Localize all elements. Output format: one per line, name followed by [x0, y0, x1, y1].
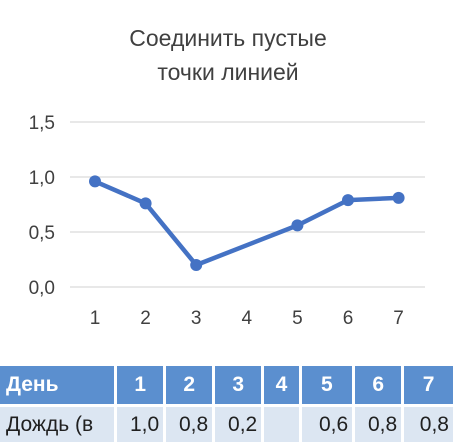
table-value-row: Дождь (в 1,0 0,8 0,2 0,6 0,8 0,8	[0, 404, 453, 442]
y-axis-tick-labels: 0,0 0,5 1,0 1,5	[29, 113, 55, 299]
table-value-cell: 1,0	[117, 404, 164, 442]
table-header-cell: 3	[215, 366, 262, 404]
table-value-cell	[264, 404, 299, 442]
data-table: День 1 2 3 4 5 6 7 Дождь (в 1,0 0,8 0,2 …	[0, 366, 456, 442]
series-line	[92, 179, 401, 268]
table-value-cell: 0,6	[301, 404, 353, 442]
y-tick-label: 1,5	[29, 113, 55, 134]
chart-title-line-2: точки линией	[157, 59, 298, 85]
table-header-cell: 2	[166, 366, 213, 404]
data-point	[139, 197, 152, 210]
table-header-cell: 6	[355, 366, 402, 404]
line-chart: Соединить пустые точки линией 0,0 0,5 1,0 1…	[29, 25, 425, 329]
x-tick-label: 2	[140, 308, 151, 329]
y-tick-label: 0,5	[29, 223, 55, 244]
x-tick-label: 5	[292, 308, 303, 329]
x-tick-label: 3	[191, 308, 202, 329]
table-header-label: День	[0, 366, 115, 404]
chart-title-line-1: Соединить пустые	[129, 25, 326, 51]
data-series	[89, 175, 405, 271]
table-header-cell: 1	[117, 366, 164, 404]
data-point	[291, 219, 304, 232]
table-header-row: День 1 2 3 4 5 6 7	[0, 366, 453, 404]
table-value-cell: 0,8	[404, 404, 453, 442]
x-tick-label: 1	[90, 308, 101, 329]
table-value-cell: 0,2	[215, 404, 262, 442]
gridlines	[70, 121, 425, 288]
x-tick-label: 4	[242, 308, 253, 329]
y-tick-label: 1,0	[29, 168, 55, 189]
table-header-cell: 7	[404, 366, 453, 404]
table-row-label: Дождь (в	[0, 404, 115, 442]
y-tick-label: 0,0	[29, 278, 55, 299]
data-point	[190, 259, 203, 271]
x-tick-label: 6	[343, 308, 354, 329]
data-point	[89, 175, 101, 188]
data-point	[342, 194, 354, 207]
table-header-cell: 4	[264, 366, 299, 404]
x-axis-tick-labels: 1 2 3 4 5 6 7	[90, 308, 404, 329]
x-tick-label: 7	[393, 308, 404, 329]
table-value-cell: 0,8	[166, 404, 213, 442]
data-point	[392, 191, 405, 204]
table-header-cell: 5	[301, 366, 353, 404]
table-value-cell: 0,8	[355, 404, 402, 442]
